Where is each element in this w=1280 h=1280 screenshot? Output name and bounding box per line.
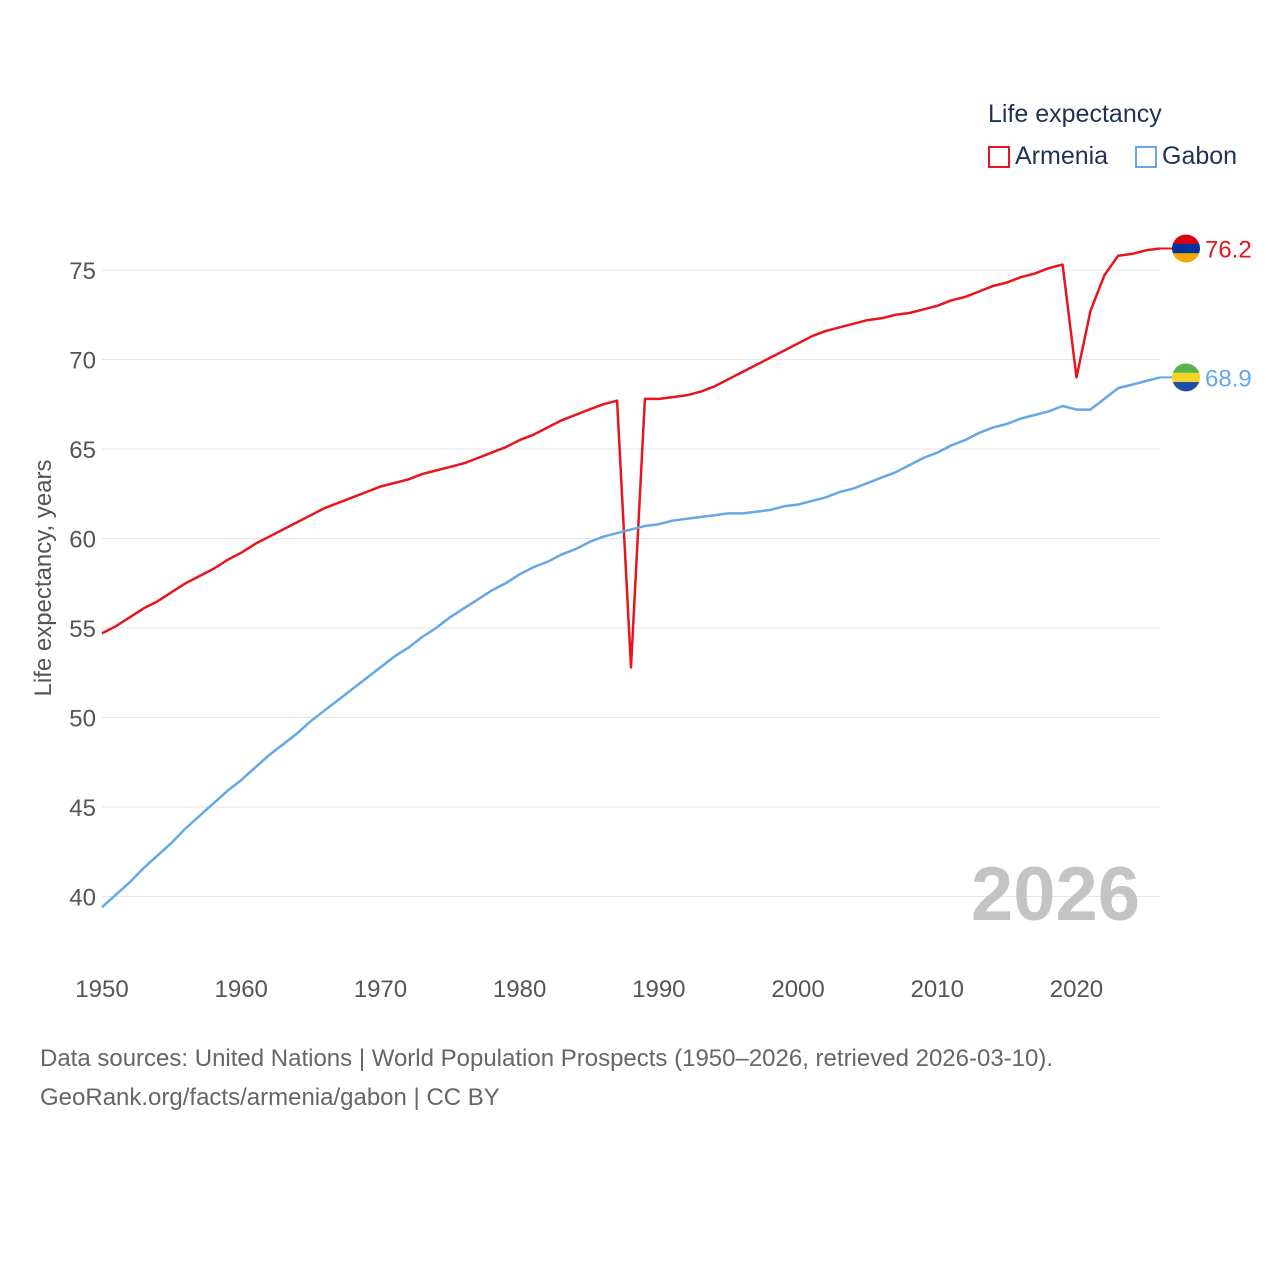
series-line-armenia: [101, 247, 1161, 669]
y-tick-label: 50: [69, 706, 96, 733]
series-group: 76.2 68.9: [101, 234, 1252, 909]
x-tick-label: 2010: [911, 976, 964, 1003]
x-tick-label: 1980: [493, 976, 546, 1003]
legend-label-gabon: Gabon: [1162, 142, 1238, 170]
y-tick-label: 60: [69, 527, 96, 554]
x-tick-label: 2020: [1050, 976, 1103, 1003]
y-tick-label: 40: [69, 885, 96, 912]
gridlines: [102, 269, 1160, 897]
y-axis-label: Life expectancy, years: [30, 459, 57, 696]
legend-swatch-gabon: [1135, 145, 1157, 168]
legend-title: Life expectancy: [988, 100, 1162, 128]
legend-item-armenia[interactable]: Armenia: [988, 142, 1108, 171]
footer-sources: Data sources: United Nations | World Pop…: [40, 1045, 1054, 1072]
y-tick-label: 55: [69, 616, 96, 643]
end-value-label-armenia: 76.2: [1205, 237, 1252, 264]
legend-label-armenia: Armenia: [1015, 142, 1109, 170]
flag-stripe: [1172, 363, 1200, 374]
flag-stripe: [1172, 372, 1200, 383]
y-axis-ticks: 40 45 50 55 60 65 70 75: [69, 258, 96, 912]
x-tick-label: 1990: [632, 976, 685, 1003]
x-axis-ticks: 1950 1960 1970 1980 1990 2000 2010 2020: [75, 976, 1103, 1003]
flag-armenia-icon: [1172, 234, 1200, 263]
flag-stripe: [1172, 253, 1200, 263]
footer-credit[interactable]: GeoRank.org/facts/armenia/gabon | CC BY: [40, 1084, 500, 1111]
y-tick-label: 45: [69, 795, 96, 822]
legend-item-gabon[interactable]: Gabon: [1135, 142, 1237, 171]
series-line-gabon: [101, 376, 1161, 909]
flag-gabon-icon: [1172, 363, 1200, 392]
flag-stripe: [1172, 382, 1200, 392]
flag-stripe: [1172, 234, 1200, 245]
year-watermark: 2026: [971, 852, 1140, 937]
x-tick-label: 2000: [771, 976, 824, 1003]
x-tick-label: 1970: [354, 976, 407, 1003]
x-tick-label: 1960: [215, 976, 268, 1003]
y-tick-label: 65: [69, 437, 96, 464]
legend-swatch-armenia: [988, 145, 1010, 168]
y-tick-label: 75: [69, 258, 96, 285]
flag-stripe: [1172, 243, 1200, 254]
y-tick-label: 70: [69, 348, 96, 375]
end-value-label-gabon: 68.9: [1205, 365, 1252, 392]
x-tick-label: 1950: [75, 976, 128, 1003]
